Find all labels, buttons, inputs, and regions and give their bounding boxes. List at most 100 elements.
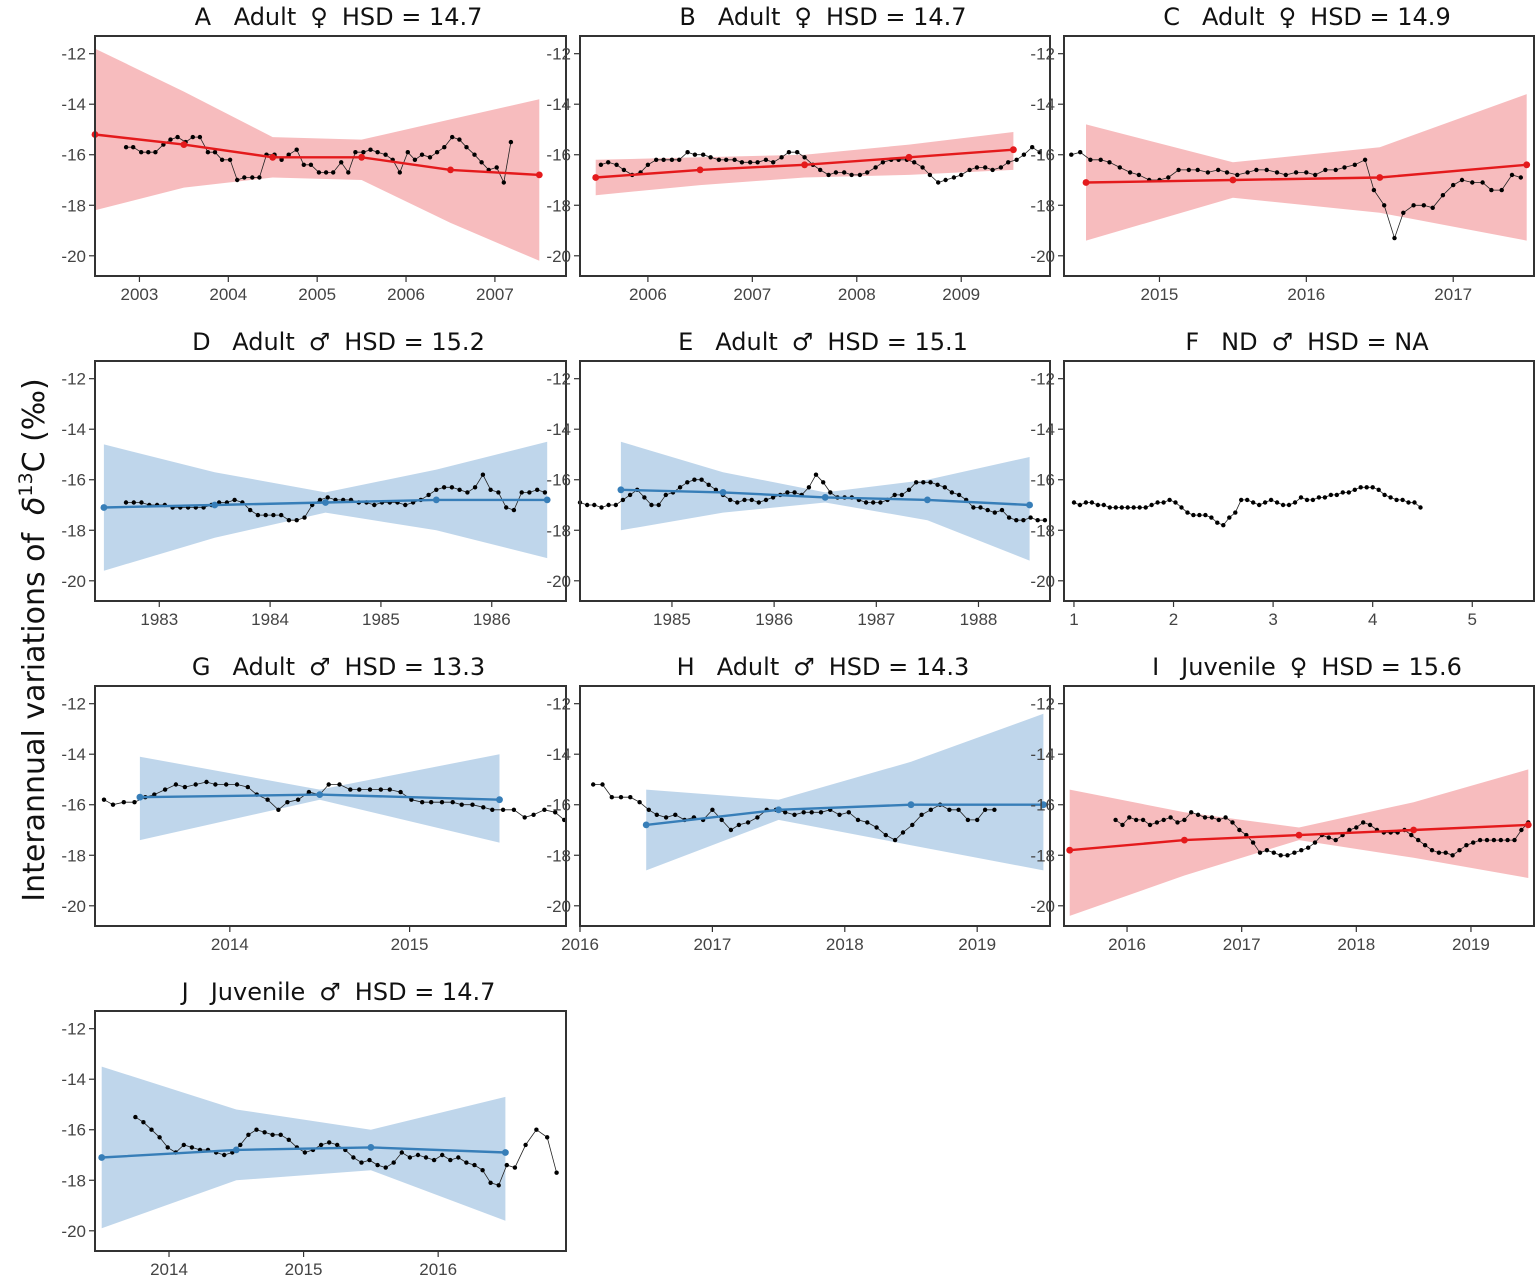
data-point <box>1518 175 1524 180</box>
panel-d: -12 -14 -16 -18 -20 1983 1984 1985 1986 D Adult ♂ HS… <box>61 328 567 629</box>
data-point <box>139 150 144 155</box>
panel-sex-symbol: ♂ <box>793 653 815 681</box>
data-point <box>146 150 151 155</box>
data-point <box>1089 500 1095 505</box>
panel-hsd: HSD = NA <box>1307 328 1429 356</box>
data-point <box>308 162 314 167</box>
data-point <box>216 500 222 505</box>
data-point <box>1491 837 1497 843</box>
panel-group: Juvenile <box>209 978 306 1006</box>
y-tick-label: -16 <box>61 796 86 815</box>
data-point <box>591 782 596 787</box>
data-point <box>818 810 824 815</box>
data-point <box>928 807 933 812</box>
data-point <box>956 807 961 812</box>
data-point <box>971 505 976 510</box>
data-point <box>614 162 619 167</box>
x-tick-label: 2016 <box>561 935 599 954</box>
trend-point <box>535 171 543 179</box>
panel-letter: E <box>678 328 693 356</box>
data-point <box>900 830 906 835</box>
data-point <box>512 1165 518 1170</box>
panel-letter: J <box>180 978 189 1006</box>
data-point <box>131 500 136 505</box>
data-point <box>132 800 137 805</box>
data-point <box>219 157 225 162</box>
data-point <box>771 160 776 165</box>
data-point <box>479 160 484 165</box>
trend-point <box>322 499 329 506</box>
y-tick-label: -16 <box>1030 146 1055 165</box>
panel-letter: B <box>679 3 695 31</box>
data-point <box>745 820 751 825</box>
data-point <box>405 150 410 155</box>
data-point <box>1429 848 1435 853</box>
data-point <box>450 134 455 140</box>
panel-frame <box>94 35 567 277</box>
trend-point <box>775 806 782 814</box>
trend-point <box>905 153 913 161</box>
data-point <box>947 807 952 812</box>
data-point <box>992 510 997 515</box>
data-point <box>673 812 678 817</box>
data-point <box>149 1127 154 1132</box>
y-axis-label: Interannual variations of δ13C (‰) <box>15 378 52 902</box>
data-point <box>1370 485 1375 490</box>
panel-letter: D <box>192 328 210 356</box>
data-point <box>250 175 255 180</box>
data-point <box>420 800 425 805</box>
data-point <box>415 1152 421 1158</box>
x-tick-label: 1985 <box>653 610 691 629</box>
data-point <box>235 177 240 183</box>
data-point <box>728 827 734 833</box>
data-point <box>504 1162 509 1168</box>
x-tick-label: 2007 <box>733 285 771 304</box>
data-point <box>472 152 477 157</box>
data-point <box>802 155 807 160</box>
data-point <box>278 1132 283 1138</box>
data-point <box>1202 815 1208 820</box>
data-point <box>480 1168 485 1173</box>
panel-hsd: HSD = 14.7 <box>355 978 496 1006</box>
data-point <box>770 495 776 500</box>
data-point <box>1382 492 1387 498</box>
data-point <box>1098 157 1103 162</box>
data-point <box>701 152 706 157</box>
data-point <box>959 172 964 178</box>
data-point <box>500 807 506 812</box>
trend-point <box>136 793 144 801</box>
data-point <box>1436 850 1442 855</box>
data-point <box>1155 500 1160 505</box>
data-point <box>755 160 760 165</box>
data-point <box>222 1152 227 1158</box>
data-point <box>661 157 666 162</box>
data-point <box>742 497 747 503</box>
data-point <box>1477 837 1483 843</box>
panel-title: I Juvenile ♀ HSD = 15.6 <box>1152 653 1462 681</box>
data-point <box>1411 203 1416 208</box>
data-point <box>224 782 229 787</box>
data-point <box>1239 497 1244 503</box>
data-point <box>1367 822 1373 828</box>
data-point <box>182 784 188 790</box>
data-point <box>1127 815 1132 820</box>
data-point <box>213 782 218 787</box>
data-point <box>1313 172 1318 178</box>
panel-frame <box>579 685 1051 927</box>
y-tick-label: -12 <box>1030 370 1055 389</box>
y-tick-label: -14 <box>61 420 86 439</box>
trend-point <box>719 489 727 496</box>
data-point <box>464 1160 469 1165</box>
trend-point <box>1229 176 1237 184</box>
data-point <box>434 487 439 492</box>
data-point <box>391 1160 396 1165</box>
data-point <box>1179 505 1184 510</box>
data-point <box>133 1114 138 1120</box>
y-tick-label: -12 <box>61 695 86 714</box>
y-tick-label: -20 <box>1030 572 1055 591</box>
data-point <box>699 477 704 482</box>
data-point <box>1030 145 1035 150</box>
data-point <box>1480 180 1485 185</box>
data-point <box>1006 515 1012 520</box>
trend-line <box>94 133 540 177</box>
